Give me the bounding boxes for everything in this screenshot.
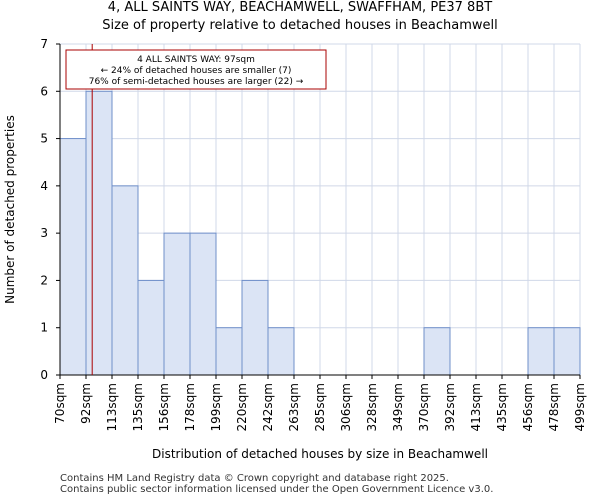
y-tick-label: 3 — [40, 226, 48, 240]
annotation-line-3: 76% of semi-detached houses are larger (… — [89, 77, 304, 87]
annotation-line-2: ← 24% of detached houses are smaller (7) — [101, 66, 292, 76]
x-tick-label: 435sqm — [495, 383, 509, 431]
x-tick-label: 349sqm — [391, 383, 405, 431]
x-tick-label: 220sqm — [235, 383, 249, 431]
histogram-bar — [111, 185, 139, 376]
bars-layer — [59, 90, 581, 376]
histogram-bar — [553, 327, 581, 376]
y-tick-label: 5 — [40, 132, 48, 146]
histogram-bar — [59, 138, 87, 376]
x-tick-label: 156sqm — [157, 383, 171, 431]
axes-layer — [56, 43, 581, 379]
x-tick-label: 392sqm — [443, 383, 457, 431]
y-axis-title: Number of detached properties — [3, 115, 17, 304]
x-tick-label: 285sqm — [313, 383, 327, 431]
histogram-bar — [215, 327, 243, 376]
y-tick-label: 6 — [40, 84, 48, 98]
x-tick-label: 70sqm — [53, 383, 67, 424]
histogram-bar — [267, 327, 295, 376]
footer-licence: Contains public sector information licen… — [60, 484, 494, 495]
y-tick-label: 7 — [40, 37, 48, 51]
histogram-bar — [241, 279, 269, 376]
y-tick-label: 0 — [40, 368, 48, 382]
y-tick-label: 2 — [40, 273, 48, 287]
x-tick-label: 199sqm — [209, 383, 223, 431]
x-tick-label: 178sqm — [183, 383, 197, 431]
x-tick-label: 306sqm — [339, 383, 353, 431]
x-tick-label: 478sqm — [547, 383, 561, 431]
histogram-bar — [527, 327, 555, 376]
x-tick-label: 135sqm — [131, 383, 145, 431]
y-tick-label: 1 — [40, 321, 48, 335]
histogram-bar — [137, 279, 165, 376]
annotation-line-1: 4 ALL SAINTS WAY: 97sqm — [137, 55, 255, 65]
x-tick-label: 456sqm — [521, 383, 535, 431]
x-axis-title: Distribution of detached houses by size … — [152, 447, 488, 461]
x-tick-label: 113sqm — [105, 383, 119, 431]
x-tick-label: 263sqm — [287, 383, 301, 431]
x-tick-label: 499sqm — [573, 383, 587, 431]
histogram-bar — [163, 232, 191, 376]
y-tick-label: 4 — [40, 179, 48, 193]
histogram-bar — [423, 327, 451, 376]
chart-subtitle: Size of property relative to detached ho… — [102, 18, 498, 33]
x-tick-label: 242sqm — [261, 383, 275, 431]
labels-layer: 0 1 2 3 4 5 6 7 70sqm 92sqm 113sqm 135sqm 156sqm 178s… — [3, 37, 587, 461]
histogram-bar — [189, 232, 217, 376]
x-tick-label: 92sqm — [79, 383, 93, 424]
marker-layer: 4 ALL SAINTS WAY: 97sqm← 24% of detached… — [65, 44, 327, 375]
x-tick-label: 370sqm — [417, 383, 431, 431]
x-tick-label: 413sqm — [469, 383, 483, 431]
histogram-bar — [85, 90, 113, 376]
footer-copyright: Contains HM Land Registry data © Crown c… — [60, 473, 449, 484]
annotation-box — [65, 49, 327, 90]
x-tick-label: 328sqm — [365, 383, 379, 431]
chart-title: 4, ALL SAINTS WAY, BEACHAMWELL, SWAFFHAM… — [107, 0, 493, 15]
